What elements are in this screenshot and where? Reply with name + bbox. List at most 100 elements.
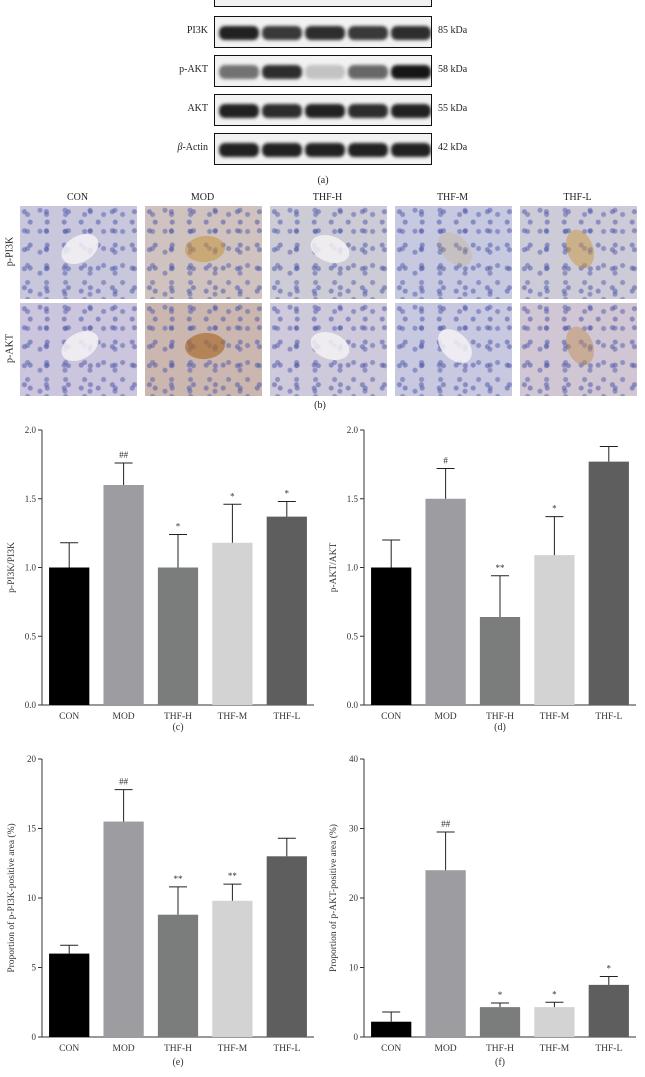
blot-band — [219, 143, 259, 157]
x-tick-label: MOD — [435, 1044, 457, 1054]
blot-band — [262, 104, 302, 118]
blot-band — [348, 143, 388, 157]
y-tick-label: 20 — [349, 893, 359, 903]
x-tick-label: CON — [59, 712, 79, 722]
bar — [266, 856, 307, 1037]
bar — [266, 516, 307, 705]
y-tick-label: 0 — [32, 1032, 37, 1042]
y-tick-label: 0 — [354, 1032, 359, 1042]
x-tick-label: THF-L — [595, 1044, 622, 1054]
x-tick-label: THF-M — [218, 1044, 248, 1054]
bar — [157, 914, 199, 1037]
bar — [371, 1021, 412, 1037]
blot-band — [391, 65, 431, 79]
bar — [425, 870, 466, 1037]
panel-label: (d) — [494, 722, 506, 733]
bar — [157, 567, 199, 705]
bar-chart-f: 0 10 20 30 40 Proportion of p-AKT-positive ar… — [328, 754, 636, 1068]
x-tick-label: MOD — [435, 712, 457, 722]
blot-band — [348, 26, 388, 40]
bar — [103, 485, 144, 705]
significance-label: ** — [174, 874, 184, 884]
bar — [534, 555, 575, 705]
blot-band — [391, 143, 431, 157]
blot-strip — [214, 16, 432, 48]
y-tick-label: 0.0 — [25, 700, 37, 710]
y-tick-label: 1.0 — [347, 563, 359, 573]
bar — [425, 498, 466, 705]
y-tick-label: 0.5 — [25, 631, 37, 641]
y-tick-label: 0.5 — [347, 631, 359, 641]
x-tick-label: THF-H — [164, 1044, 192, 1054]
blot-band — [305, 143, 345, 157]
x-tick-label: THF-M — [218, 712, 248, 722]
ihc-micrograph — [520, 206, 637, 299]
blot-strip — [214, 55, 432, 87]
y-axis-label: Proportion of p-PI3K-positive area (%) — [6, 823, 17, 972]
blot-kda-label: 85 kDa — [438, 25, 468, 36]
bar — [103, 821, 144, 1037]
significance-label: * — [552, 504, 557, 514]
ihc-column-label: THF-L — [563, 192, 592, 203]
bar-chart-d: 0.0 0.5 1.0 1.5 2.0 p-AKT/AKT CON # MOD ** THF-H * T… — [329, 425, 636, 733]
y-axis-label: p-PI3K/PI3K — [7, 542, 17, 593]
significance-label: ** — [496, 563, 506, 573]
x-tick-label: THF-L — [273, 1044, 300, 1054]
x-tick-label: THF-H — [164, 712, 192, 722]
y-tick-label: 1.0 — [25, 563, 37, 573]
significance-label: ** — [228, 871, 238, 881]
panel-label-b: (b) — [314, 400, 326, 411]
blot-strip — [214, 133, 432, 165]
bar — [588, 984, 629, 1037]
blot-band — [391, 26, 431, 40]
blot-row-label: β-Actin — [177, 142, 208, 153]
blot-strip — [214, 94, 432, 126]
blot-band — [391, 104, 431, 118]
blot-band — [219, 104, 259, 118]
y-axis-label: Proportion of p-AKT-positive area (%) — [328, 824, 339, 972]
significance-label: ## — [119, 450, 129, 460]
x-tick-label: THF-H — [486, 712, 514, 722]
significance-label: * — [607, 964, 612, 974]
significance-label: ## — [441, 819, 451, 829]
bar-chart-c: 0.0 0.5 1.0 1.5 2.0 p-PI3K/PI3K CON ## MOD * THF-H… — [7, 425, 314, 733]
y-tick-label: 1.5 — [25, 494, 37, 504]
x-tick-label: MOD — [113, 1044, 135, 1054]
x-tick-label: MOD — [113, 712, 135, 722]
y-tick-label: 5 — [32, 963, 37, 973]
blot-kda-label: 55 kDa — [438, 103, 468, 114]
y-axis-label: p-AKT/AKT — [329, 543, 339, 593]
x-tick-label: THF-M — [540, 1044, 570, 1054]
ihc-column-label: THF-M — [436, 192, 469, 203]
blot-band — [262, 26, 302, 40]
blot-kda-label: 58 kDa — [438, 64, 468, 75]
bar — [49, 567, 90, 705]
bar — [371, 567, 412, 705]
ihc-micrograph — [520, 303, 637, 396]
bar — [212, 900, 253, 1037]
significance-label: * — [176, 522, 181, 532]
y-tick-label: 2.0 — [25, 425, 37, 435]
ihc-column-label: CON — [66, 192, 89, 203]
y-tick-label: 20 — [27, 754, 37, 764]
significance-label: * — [498, 990, 503, 1000]
bar — [212, 542, 253, 705]
blot-band — [262, 143, 302, 157]
ihc-micrograph — [145, 206, 262, 299]
ihc-row-label: p-PI3K — [4, 236, 16, 267]
ihc-column-label: THF-H — [312, 192, 343, 203]
ihc-micrograph — [20, 303, 137, 396]
y-tick-label: 10 — [27, 893, 37, 903]
x-tick-label: CON — [381, 712, 401, 722]
bar — [479, 1007, 521, 1037]
x-tick-label: CON — [59, 1044, 79, 1054]
y-tick-label: 10 — [349, 963, 359, 973]
panel-label: (c) — [172, 722, 183, 733]
western-blot-panel: PI3K 85 kDa p-AKT 58 kDa AKT 55 kDa β-Actin 42 … — [0, 0, 645, 190]
significance-label: * — [230, 491, 235, 501]
blot-band — [348, 104, 388, 118]
y-tick-label: 2.0 — [347, 425, 359, 435]
x-tick-label: THF-H — [486, 1044, 514, 1054]
panel-label: (f) — [495, 1057, 505, 1068]
ihc-panel: CON MOD THF-H THF-M THF-L p-PI3K p-AKT (b) — [0, 190, 645, 415]
